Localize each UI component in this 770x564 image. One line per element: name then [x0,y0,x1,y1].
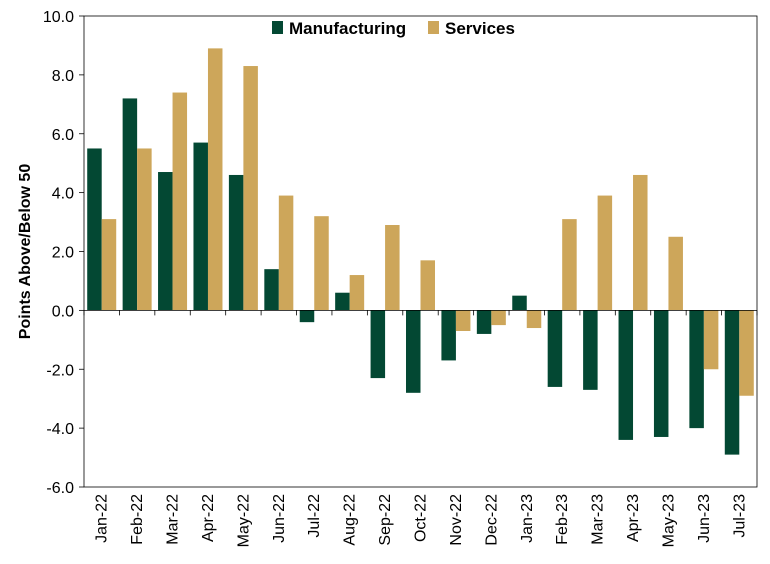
bar-services-nov-22 [455,310,471,331]
bar-services-jul-22 [314,216,329,311]
x-tick-label: Jun-23 [696,494,713,543]
bar-manufacturing-may-22 [228,174,244,311]
x-tick-label: May-22 [235,494,252,547]
x-tick-label: Feb-23 [554,494,571,545]
bar-manufacturing-jun-22 [264,269,279,311]
x-tick-label: Jan-22 [94,494,111,543]
legend: Manufacturing Services [272,19,515,38]
x-tick-label: Aug-22 [342,494,359,546]
x-tick-label: Nov-22 [448,494,465,546]
bar-manufacturing-jul-22 [299,310,315,323]
y-tick-label: 2.0 [52,245,74,262]
bars [87,48,754,455]
x-tick-label: Apr-23 [625,494,642,542]
bar-manufacturing-sep-22 [370,310,386,379]
bar-manufacturing-aug-22 [335,292,350,311]
bar-services-may-23 [668,236,683,311]
bar-manufacturing-oct-22 [406,310,421,393]
y-tick-label: -4.0 [46,421,74,438]
x-tick-label: Jan-23 [519,494,536,543]
bar-services-jul-23 [739,310,754,396]
bar-services-dec-22 [491,310,506,326]
bar-manufacturing-dec-22 [476,310,492,334]
x-tick-label: Oct-22 [413,494,430,542]
x-tick-label: Jul-22 [306,494,323,538]
y-tick-label: -2.0 [46,362,74,379]
bar-manufacturing-apr-23 [618,310,634,440]
bar-manufacturing-may-23 [653,310,669,437]
bar-services-mar-22 [172,92,188,311]
bar-manufacturing-jun-23 [689,310,704,429]
x-tick-label: Jul-23 [731,494,748,538]
bar-manufacturing-nov-22 [441,310,456,361]
x-tick-label: Mar-23 [590,494,607,545]
y-tick-label: -6.0 [46,480,74,497]
bar-services-jun-23 [703,310,719,370]
axes [79,15,758,488]
x-tick-label: Dec-22 [483,494,500,546]
bar-services-jan-23 [526,310,542,329]
bar-services-jan-22 [101,219,117,311]
y-tick-label: 4.0 [52,186,74,203]
y-tick-labels: -6.0 -4.0 -2.0 0.0 2.0 4.0 6.0 8.0 10.0 [43,9,74,497]
x-tick-label: Jun-22 [271,494,288,543]
y-axis-label: Points Above/Below 50 [17,164,34,340]
y-tick-label: 0.0 [52,303,74,320]
x-tick-label: Apr-22 [200,494,217,542]
x-tick-label: Feb-22 [129,494,146,545]
x-tick-label: Sep-22 [377,494,394,546]
legend-label-services: Services [445,19,515,38]
bar-manufacturing-apr-22 [193,142,208,311]
bar-manufacturing-mar-22 [158,172,173,311]
x-tick-label: Mar-22 [165,494,182,545]
bar-manufacturing-feb-22 [122,98,138,311]
bar-manufacturing-feb-23 [547,310,563,387]
legend-swatch-services [428,21,439,34]
legend-label-manufacturing: Manufacturing [289,19,406,38]
x-tick-label: May-23 [660,494,677,547]
bar-services-jun-22 [278,195,294,311]
y-tick-label: 10.0 [43,9,74,26]
bar-services-aug-22 [349,275,365,311]
bar-manufacturing-jan-22 [87,148,102,311]
bar-services-feb-22 [137,148,152,311]
bar-services-apr-23 [633,174,648,311]
bar-manufacturing-jul-23 [724,310,740,455]
bar-manufacturing-mar-23 [583,310,598,390]
y-tick-label: 6.0 [52,127,74,144]
bar-manufacturing-jan-23 [512,295,527,311]
bar-services-sep-22 [385,225,400,311]
legend-swatch-manufacturing [272,21,283,34]
x-tick-labels: Jan-22 Feb-22 Mar-22 Apr-22 May-22 Jun-22 Jul-… [94,494,749,547]
bar-services-may-22 [243,66,258,311]
bar-services-feb-23 [562,219,577,311]
bar-services-mar-23 [597,195,613,311]
bar-services-oct-22 [420,260,435,311]
y-tick-label: 8.0 [52,68,74,85]
bar-services-apr-22 [207,48,223,311]
